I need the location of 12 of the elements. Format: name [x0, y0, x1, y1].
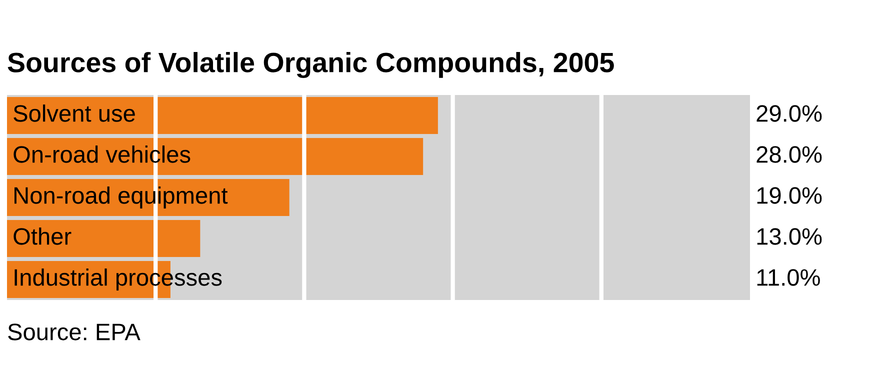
bar	[7, 220, 200, 257]
data-label: 13.0%	[757, 228, 822, 245]
source-note: Source: EPA	[8, 324, 140, 340]
bar	[7, 97, 438, 134]
chart-title: Sources of Volatile Organic Compounds, 2005	[8, 52, 614, 78]
y-tick-label: Solvent use	[14, 104, 135, 122]
data-label: 29.0%	[756, 105, 822, 122]
y-tick-label: Other	[14, 227, 72, 245]
data-label: 19.0%	[757, 187, 822, 204]
data-label: 28.0%	[756, 146, 822, 163]
data-label: 11.0%	[757, 269, 820, 286]
bar	[7, 138, 424, 175]
